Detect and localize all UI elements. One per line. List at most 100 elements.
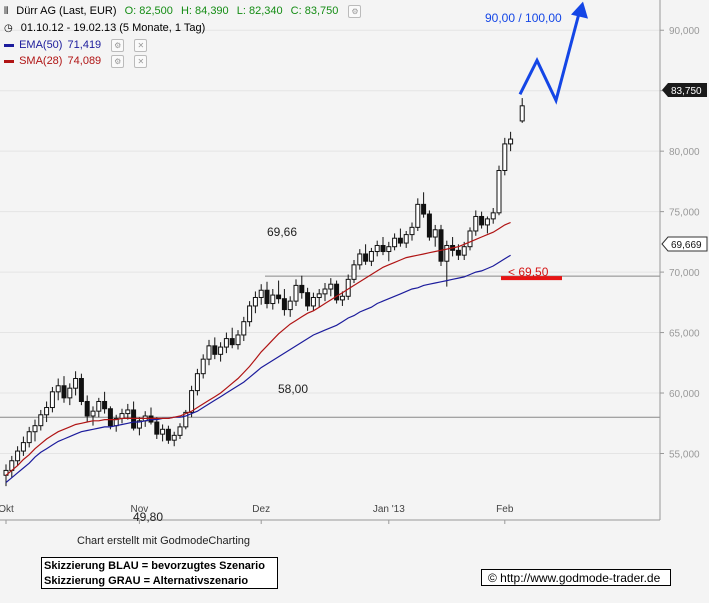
candle [490,208,496,224]
candle-body [415,203,421,228]
candle-body [403,234,409,244]
candle-body [200,358,206,375]
candle [177,423,183,439]
candle [264,281,270,309]
candle-body [502,143,508,172]
candle [473,210,479,236]
candle-body [171,434,177,441]
candle [299,275,305,299]
x-tick-label: Feb [496,504,514,515]
candle [316,289,322,308]
candle-body [38,414,44,427]
date-range: 01.10.12 - 19.02.13 (5 Monate, 1 Tag) [20,22,206,34]
candle-body [189,390,195,413]
candle-body [235,334,241,346]
candle [212,337,218,360]
candle-body [484,218,490,226]
candle-body [165,428,171,441]
candle [90,406,96,426]
candle-body [374,244,380,253]
y-tick-label: 65,000 [669,329,700,340]
candle-body [61,385,67,399]
candle [519,98,525,123]
candle [392,233,398,251]
candle-body [44,407,50,416]
scenario-notes: Skizzierung BLAU = bevorzugtes Szenario … [41,557,278,589]
candle-body [467,230,473,248]
candle [374,240,380,257]
high-value: H: 84,390 [180,5,229,17]
low-value: L: 82,340 [236,5,283,17]
sma-line [5,221,511,476]
candle-body [32,425,38,433]
candle [479,211,485,229]
line-price-tag: 69,669 [661,236,708,252]
clock-icon: ◷ [4,23,13,34]
candle [154,417,160,439]
candle [38,409,44,431]
candle [252,291,258,314]
candle [403,230,409,248]
candle [438,224,444,267]
settings-icon[interactable]: ⚙ [348,4,362,18]
candle-body [194,373,200,392]
candle-body [334,283,340,301]
last-price-tag: 83,750 [662,83,707,97]
candle [409,222,415,241]
candle [32,419,38,442]
x-tick-label: Jan '13 [373,504,405,515]
candle [276,280,282,304]
candle-body [20,442,26,452]
ema-label: EMA(50) [19,39,63,51]
candle-body [78,378,84,402]
y-tick-label: 80,000 [669,147,700,158]
candle [125,403,131,420]
sma-settings-icon[interactable]: ⚙ [111,54,125,68]
candle [380,237,386,256]
candle-body [270,294,276,305]
sma-close-icon[interactable]: ✕ [134,54,148,68]
candle [310,292,316,311]
candle-body [206,345,212,360]
candle [73,371,79,396]
candle-body [386,246,392,253]
candle-body [496,170,502,214]
candle-body [73,378,79,389]
candle [508,131,514,152]
candle-icon: ⫴ [4,6,9,17]
candle [305,287,311,311]
candle-body [305,292,311,307]
ema-close-icon[interactable]: ✕ [134,38,148,52]
candle [84,395,90,423]
copyright-link[interactable]: © http://www.godmode-trader.de [481,569,671,586]
candle-body [339,295,345,301]
chart-credit: Chart erstellt mit GodmodeCharting [77,535,251,547]
candle-body [299,284,305,294]
candle [281,289,287,316]
candle [444,240,450,287]
sma-swatch [4,59,14,63]
candle-body [223,338,229,348]
ema-swatch [4,43,14,47]
candle-body [212,345,218,355]
candle [334,280,340,304]
low-label: 49,80 [133,510,163,524]
candle-body [351,264,357,280]
y-tick-label: 60,000 [669,389,700,400]
ema-settings-icon[interactable]: ⚙ [111,38,125,52]
candle [107,406,113,430]
candle-body [316,293,322,298]
y-tick-label: 70,000 [669,268,700,279]
support-label: 58,00 [278,382,308,396]
candle-body [160,428,166,435]
sma-value: 74,089 [67,55,102,67]
candle-body [252,296,258,307]
y-tick-label: 55,000 [669,449,700,460]
candle-body [264,289,270,305]
line-price-value: 69,669 [671,240,702,251]
candle-body [119,413,125,419]
candle-body [177,426,183,436]
x-tick-label: Nov [131,504,149,515]
candle [421,192,427,218]
legend-ema: EMA(50) 71,419 ⚙ ✕ [4,37,152,53]
